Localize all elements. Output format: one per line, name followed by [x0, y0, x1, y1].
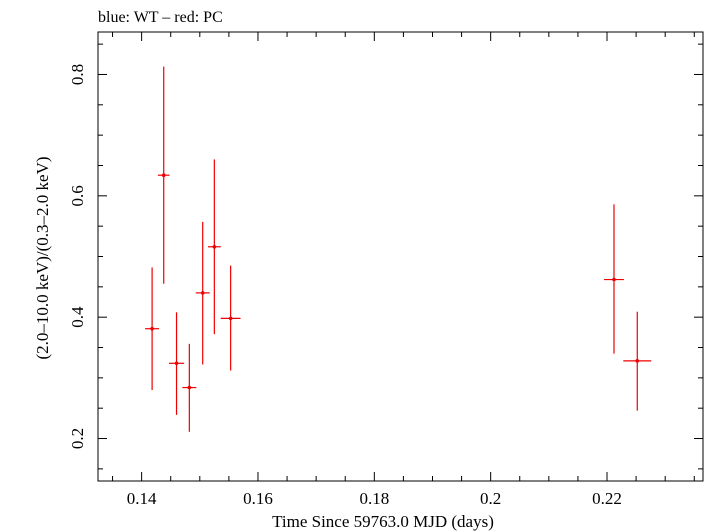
data-point — [220, 265, 241, 371]
point-marker — [150, 326, 154, 331]
y-axis-label: (2.0–10.0 keV)/(0.3–2.0 keV) — [33, 156, 52, 359]
point-marker — [228, 316, 233, 321]
data-point — [207, 159, 221, 335]
y-tick-label: 0.2 — [68, 428, 87, 449]
chart-title: blue: WT – red: PC — [98, 9, 223, 26]
y-axis: 0.2 0.4 0.6 0.8 — [68, 43, 703, 470]
data-point — [604, 204, 624, 354]
y-tick-label: 0.6 — [68, 185, 87, 206]
x-tick-label: 0.2 — [480, 489, 501, 508]
point-marker — [187, 385, 192, 390]
data-point — [182, 343, 197, 432]
x-tick-label: 0.14 — [127, 489, 157, 508]
point-marker — [161, 173, 166, 177]
data-point — [195, 221, 210, 365]
y-tick-label: 0.4 — [68, 306, 87, 328]
data-points — [145, 66, 652, 432]
point-marker — [635, 359, 640, 363]
data-point — [145, 267, 160, 390]
point-marker — [200, 291, 205, 295]
x-tick-label: 0.18 — [359, 489, 389, 508]
data-point — [157, 66, 170, 284]
point-marker — [612, 277, 616, 282]
x-tick-label: 0.16 — [243, 489, 273, 508]
x-axis-label: Time Since 59763.0 MJD (days) — [272, 512, 494, 531]
x-axis: 0.14 0.16 0.18 0.2 0.22 — [112, 32, 695, 508]
point-marker — [212, 244, 217, 249]
data-point — [623, 311, 652, 411]
point-marker — [174, 361, 179, 366]
x-tick-label: 0.22 — [592, 489, 622, 508]
data-point — [168, 312, 185, 415]
y-tick-label: 0.8 — [68, 64, 87, 85]
